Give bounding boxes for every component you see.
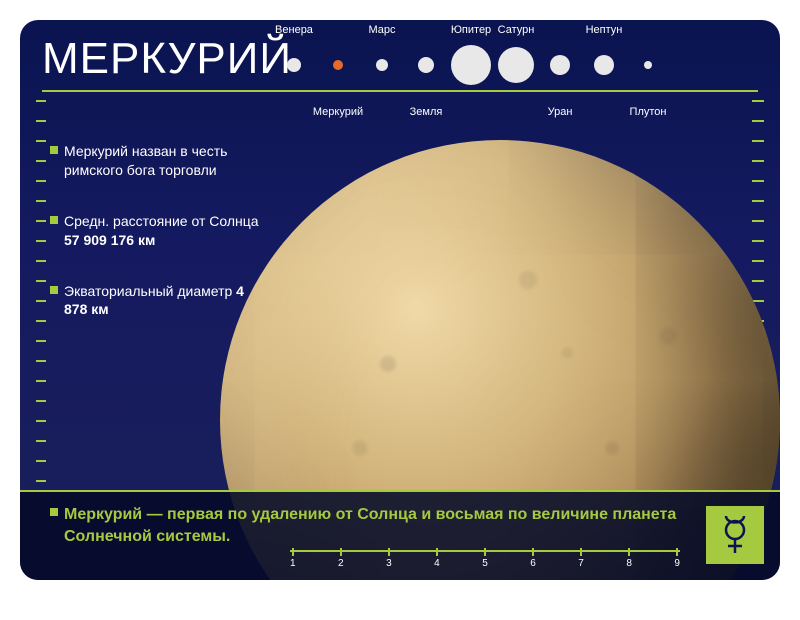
planet-label: Земля <box>410 106 443 118</box>
planet-item: Плутон <box>629 40 667 90</box>
planets-size-diagram: ВенераМеркурийМарсЗемляЮпитерСатурнУранН… <box>275 40 667 90</box>
page-title: МЕРКУРИЙ <box>42 34 292 84</box>
fact-item: Средн. расстояние от Солнца 57 909 176 к… <box>50 212 260 250</box>
scale-ticks: 1 2 3 4 5 6 7 8 9 <box>290 548 680 569</box>
footer: Меркурий — первая по удалению от Солнца … <box>20 490 780 580</box>
scale-tick-label: 7 <box>578 558 584 569</box>
scale-tick-label: 2 <box>338 558 344 569</box>
planet-dot <box>550 55 570 75</box>
scale-tick: 7 <box>578 548 584 569</box>
planet-label: Марс <box>368 24 395 36</box>
planet-label: Меркурий <box>313 106 363 118</box>
scale-tick: 8 <box>626 548 632 569</box>
mercury-symbol-icon <box>718 513 752 557</box>
planet-dot <box>498 47 534 83</box>
facts-list: Меркурий назван в честь римского бога то… <box>50 142 260 351</box>
scale-tick: 6 <box>530 548 536 569</box>
mercury-symbol-box <box>706 506 764 564</box>
planet-item: Венера <box>275 40 313 90</box>
fact-value: 57 909 176 км <box>64 232 155 248</box>
fact-text: Меркурий назван в честь римского бога то… <box>64 143 227 178</box>
planet-item: Марс <box>363 40 401 90</box>
scale-tick-label: 8 <box>626 558 632 569</box>
planet-label: Сатурн <box>498 24 535 36</box>
fact-text: Экваториальный диаметр <box>64 283 236 299</box>
scale-tick-label: 1 <box>290 558 296 569</box>
scale-tick-label: 5 <box>482 558 488 569</box>
scale-tick-label: 9 <box>674 558 680 569</box>
scale-tick-label: 4 <box>434 558 440 569</box>
planet-dot <box>333 60 343 70</box>
footer-summary: Меркурий — первая по удалению от Солнца … <box>50 504 680 547</box>
scale-tick: 9 <box>674 548 680 569</box>
planet-dot <box>376 59 388 71</box>
info-card: МЕРКУРИЙ ВенераМеркурийМарсЗемляЮпитерСа… <box>20 20 780 580</box>
fact-item: Меркурий назван в честь римского бога то… <box>50 142 260 180</box>
planet-dot <box>644 61 652 69</box>
scale-tick-label: 6 <box>530 558 536 569</box>
planet-dot <box>594 55 614 75</box>
footer-scale: 1 2 3 4 5 6 7 8 9 <box>290 548 680 574</box>
title-underline <box>42 90 758 92</box>
scale-tick: 5 <box>482 548 488 569</box>
planet-item: Сатурн <box>497 40 535 90</box>
scale-tick: 1 <box>290 548 296 569</box>
planet-dot <box>418 57 434 73</box>
planet-item: Земля <box>407 40 445 90</box>
planet-label: Венера <box>275 24 313 36</box>
planet-dot <box>287 58 301 72</box>
planet-item: Уран <box>541 40 579 90</box>
scale-tick: 4 <box>434 548 440 569</box>
planet-item: Юпитер <box>451 40 491 90</box>
ruler-left <box>36 100 38 500</box>
fact-text: Средн. расстояние от Солнца <box>64 213 259 229</box>
planet-dot <box>451 45 491 85</box>
scale-tick-label: 3 <box>386 558 392 569</box>
planet-label: Плутон <box>630 106 667 118</box>
planet-label: Юпитер <box>451 24 491 36</box>
planet-item: Нептун <box>585 40 623 90</box>
planet-label: Уран <box>548 106 573 118</box>
planet-item: Меркурий <box>319 40 357 90</box>
scale-tick: 2 <box>338 548 344 569</box>
scale-tick: 3 <box>386 548 392 569</box>
fact-item: Экваториальный диаметр 4 878 км <box>50 282 260 320</box>
planet-label: Нептун <box>586 24 623 36</box>
